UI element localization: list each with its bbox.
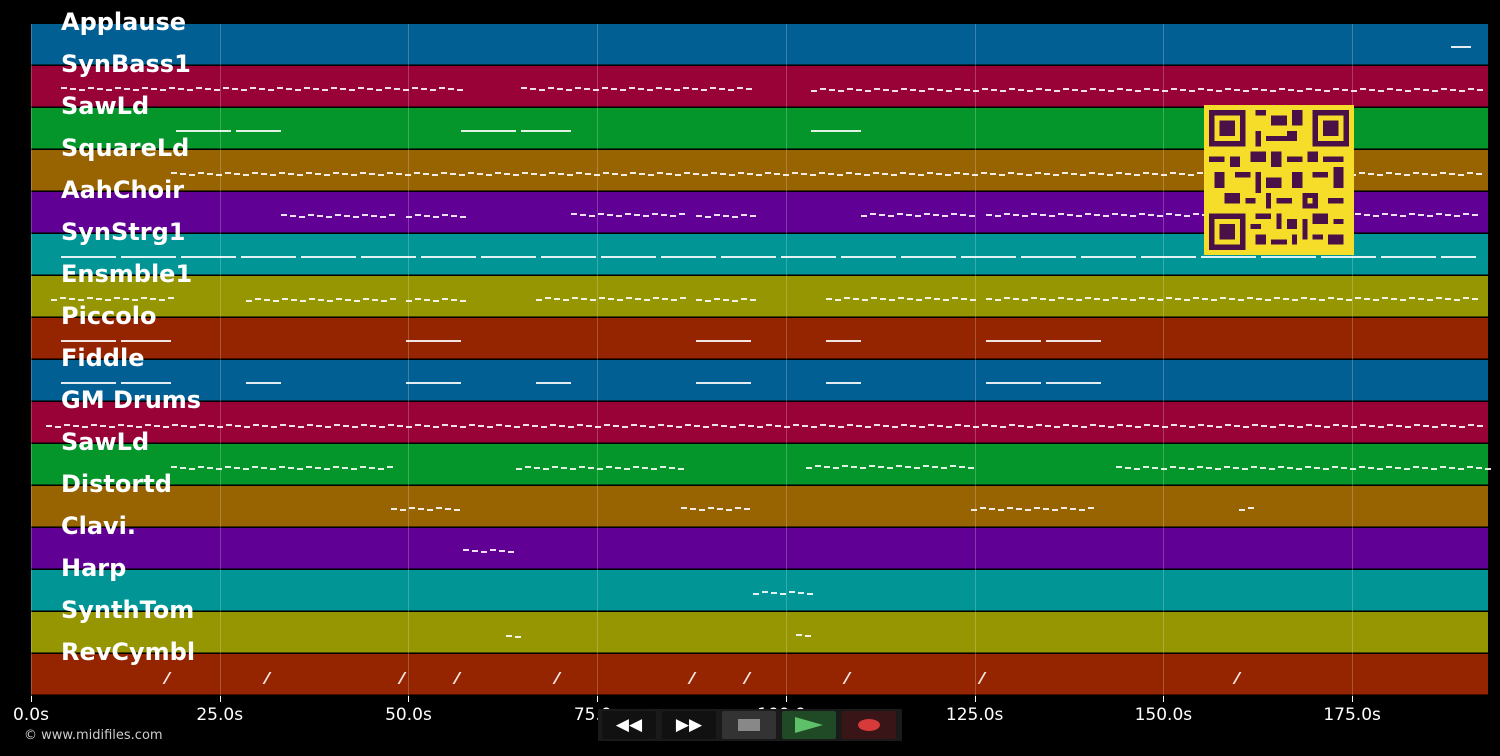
copyright-text: © www.midifiles.com xyxy=(24,728,163,743)
track-lane[interactable]: Fiddle xyxy=(31,344,1488,401)
track-name-label: Harp xyxy=(61,554,127,582)
tick-mark xyxy=(597,696,599,702)
fast-forward-button[interactable]: ▶▶ xyxy=(662,711,716,739)
track-name-label: GM Drums xyxy=(61,386,202,414)
piano-roll[interactable]: Applause SynBass1 SawLd SquareLd AahChoir Syn… xyxy=(31,8,1491,696)
tick-label: 50.0s xyxy=(385,705,432,725)
track-name-label: SawLd xyxy=(61,92,150,120)
track-name-label: Clavi. xyxy=(61,512,137,540)
track-lane[interactable]: GM Drums xyxy=(31,386,1488,443)
tick-mark xyxy=(31,696,32,702)
track-lane[interactable]: RevCymbl xyxy=(31,638,1488,695)
track-name-label: AahChoir xyxy=(61,176,185,204)
tick-mark xyxy=(974,696,976,702)
tick-mark xyxy=(1352,696,1354,702)
track-name-label: Piccolo xyxy=(61,302,157,330)
track-lane[interactable]: Applause xyxy=(31,8,1488,65)
grid-line xyxy=(408,24,410,696)
track-lane[interactable]: SawLd xyxy=(31,428,1488,485)
track-name-label: Ensmble1 xyxy=(61,260,193,288)
record-button[interactable] xyxy=(842,711,896,739)
track-name-label: SawLd xyxy=(61,428,150,456)
track-lane[interactable]: Distortd xyxy=(31,470,1488,527)
tick-label: 125.0s xyxy=(945,705,1004,725)
grid-line xyxy=(785,24,787,696)
tick-mark xyxy=(785,696,787,702)
track-lane[interactable]: Piccolo xyxy=(31,302,1488,359)
tick-label: 25.0s xyxy=(196,705,244,725)
qr-code xyxy=(1204,105,1354,255)
play-icon xyxy=(795,717,823,733)
rewind-button[interactable]: ◀◀ xyxy=(602,711,656,739)
track-name-label: RevCymbl xyxy=(61,638,196,666)
tick-label: 150.0s xyxy=(1134,705,1193,725)
grid-line xyxy=(597,24,599,696)
tick-label: 175.0s xyxy=(1323,705,1381,725)
track-lane[interactable]: SynBass1 xyxy=(31,50,1488,107)
track-name-label: SynthTom xyxy=(61,596,195,624)
grid-line xyxy=(1163,24,1165,696)
play-button[interactable] xyxy=(782,711,836,739)
transport-bar: ◀◀ ▶▶ xyxy=(598,709,902,741)
grid-line xyxy=(974,24,976,696)
tick-mark xyxy=(408,696,410,702)
record-icon xyxy=(858,719,880,731)
track-lane[interactable]: Ensmble1 xyxy=(31,260,1488,317)
grid-line xyxy=(31,24,32,696)
grid-line xyxy=(1352,24,1354,696)
track-name-label: Distortd xyxy=(61,470,172,498)
tick-mark xyxy=(1163,696,1165,702)
track-lane[interactable]: Harp xyxy=(31,554,1488,611)
track-name-label: SynStrg1 xyxy=(61,218,186,246)
tick-mark xyxy=(219,696,221,702)
grid-line xyxy=(219,24,221,696)
fast-forward-icon: ▶▶ xyxy=(675,715,703,735)
track-name-label: Fiddle xyxy=(61,344,145,372)
rewind-icon: ◀◀ xyxy=(615,715,643,735)
track-name-label: Applause xyxy=(61,8,187,36)
track-lane[interactable]: SynthTom xyxy=(31,596,1488,653)
track-name-label: SynBass1 xyxy=(61,50,191,78)
stop-button[interactable] xyxy=(722,711,776,739)
track-name-label: SquareLd xyxy=(61,134,190,162)
track-lane[interactable]: Clavi. xyxy=(31,512,1488,569)
stop-icon xyxy=(738,719,760,731)
tick-label: 0.0s xyxy=(13,705,49,725)
